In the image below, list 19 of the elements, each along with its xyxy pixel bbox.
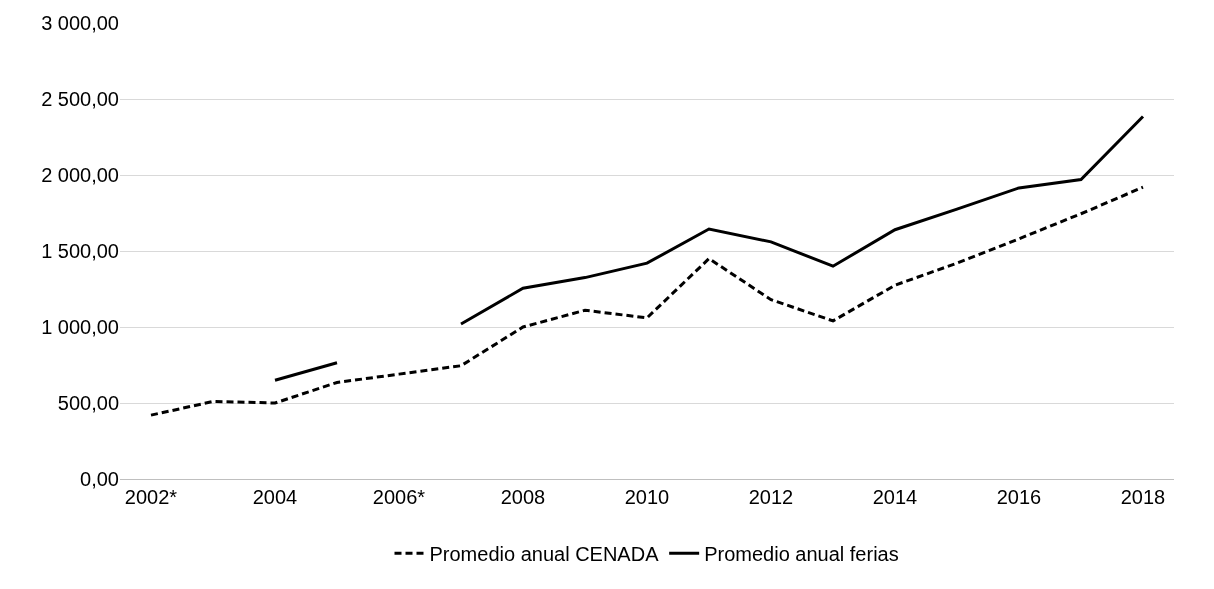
y-tick-label: 2 500,00 — [41, 88, 119, 110]
x-tick-label: 2008 — [500, 486, 546, 508]
y-tick-label: 3 000,00 — [41, 12, 119, 34]
x-tick-label: 2010 — [624, 486, 670, 508]
x-tick-label: 2016 — [996, 486, 1042, 508]
x-tick-label: 2002* — [124, 486, 178, 508]
legend-label: Promedio anual CENADA — [429, 543, 660, 566]
x-tick-label: 2018 — [1120, 486, 1166, 508]
x-tick-label: 2012 — [748, 486, 794, 508]
line-series — [149, 185, 1145, 417]
x-tick-label: 2004 — [252, 486, 298, 508]
y-tick-label: 2 000,00 — [41, 164, 119, 186]
x-tick-label: 2014 — [872, 486, 918, 508]
y-tick-label: 1 500,00 — [41, 240, 119, 262]
y-tick-label: 500,00 — [57, 392, 119, 414]
x-tick-label: 2006* — [372, 486, 426, 508]
y-tick-label: 0,00 — [80, 468, 119, 490]
y-tick-label: 1 000,00 — [41, 316, 119, 338]
legend-label: Promedio anual ferias — [704, 543, 899, 566]
